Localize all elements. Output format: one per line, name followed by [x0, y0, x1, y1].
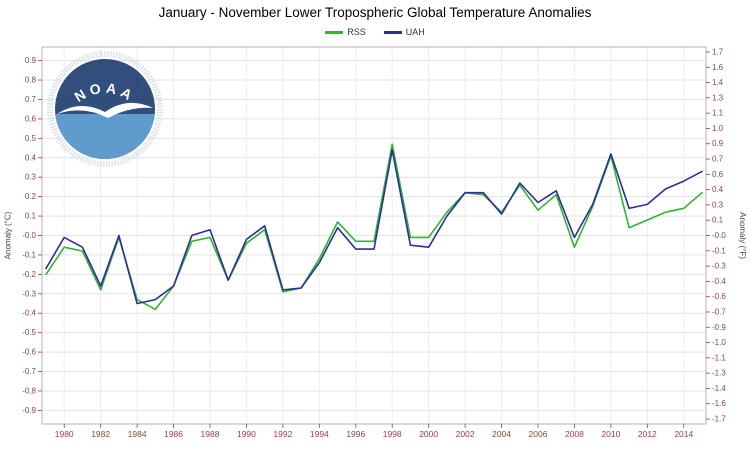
y-tick-label-right: 1.1 — [712, 109, 724, 118]
x-tick-label: 1984 — [128, 429, 147, 439]
uah-line-swatch — [383, 30, 402, 34]
y-tick-label-left: -0.9 — [22, 406, 36, 415]
y-tick-label-right: -0.6 — [712, 292, 726, 301]
y-tick-label-right: -0.4 — [712, 277, 726, 286]
y-tick-label-left: -0.6 — [22, 348, 36, 357]
y-tick-label-right: -0.9 — [712, 323, 726, 332]
y-tick-label-right: -1.4 — [712, 384, 726, 393]
x-tick-label: 1986 — [164, 429, 183, 439]
y-tick-label-left: -0.1 — [22, 250, 36, 259]
y-tick-label-right: 1.4 — [712, 78, 724, 87]
chart-legend: RSS UAH — [0, 27, 750, 37]
x-tick-label: 1988 — [201, 429, 220, 439]
y-tick-label-right: -1.1 — [712, 353, 726, 362]
series-line-rss — [45, 143, 703, 311]
y-tick-label-right: 0.4 — [712, 185, 724, 194]
noaa-logo: NOAA — [47, 51, 163, 167]
y-tick-label-right: 1.3 — [712, 93, 724, 102]
y-tick-label-right: 0.1 — [712, 216, 724, 225]
y-tick-label-left: 0.3 — [25, 173, 37, 182]
axis-layer: 0.9 0.8 0.7 0.6 0.5 0.4 0.3 0.2 0.1 -0.0 -0.1 -0.2 -… — [22, 47, 726, 439]
y-tick-label-right: 0.9 — [712, 139, 724, 148]
rss-line-swatch — [325, 30, 344, 34]
y-tick-label-left: 0.6 — [25, 114, 37, 123]
y-tick-label-left: 0.2 — [25, 192, 37, 201]
y-tick-label-right: -0.3 — [712, 262, 726, 271]
y-tick-label-left: 0.4 — [25, 153, 37, 162]
y-tick-label-left: -0.0 — [22, 231, 36, 240]
x-tick-label: 2000 — [419, 429, 438, 439]
x-tick-label: 2008 — [565, 429, 584, 439]
noaa-logo-sea — [55, 114, 155, 159]
y-tick-label-right: -1.6 — [712, 399, 726, 408]
x-tick-label: 1980 — [55, 429, 74, 439]
chart-title: January - November Lower Tropospheric Gl… — [158, 5, 592, 20]
y-tick-label-right: -0.0 — [712, 231, 726, 240]
y-tick-label-left: 0.8 — [25, 76, 37, 85]
x-tick-label: 2014 — [674, 429, 693, 439]
series-layer — [45, 143, 703, 311]
legend-item-rss: RSS — [325, 27, 366, 37]
x-tick-label: 2006 — [529, 429, 548, 439]
y-tick-label-right: 1.0 — [712, 124, 724, 133]
y-tick-label-left: -0.7 — [22, 367, 36, 376]
legend-label-rss: RSS — [347, 27, 366, 37]
x-tick-label: 1996 — [346, 429, 365, 439]
y-tick-label-left: 0.9 — [25, 56, 37, 65]
y-tick-label-right: 1.7 — [712, 47, 724, 56]
y-tick-label-left: 0.5 — [25, 134, 37, 143]
y-tick-label-left: -0.2 — [22, 270, 36, 279]
y-tick-label-left: 0.1 — [25, 212, 37, 221]
noaa-logo-gull-icon — [57, 102, 153, 118]
x-tick-label: 1992 — [273, 429, 292, 439]
x-tick-label: 2002 — [456, 429, 475, 439]
legend-item-uah: UAH — [383, 27, 425, 37]
y-tick-label-right: -0.7 — [712, 307, 726, 316]
x-tick-label: 1982 — [91, 429, 110, 439]
y-tick-label-left: -0.4 — [22, 309, 36, 318]
legend-label-uah: UAH — [405, 27, 425, 37]
x-tick-label: 1998 — [383, 429, 402, 439]
y-tick-label-left: -0.8 — [22, 386, 36, 395]
noaa-logo-text-ring — [47, 51, 163, 167]
y-tick-label-right: 0.6 — [712, 170, 724, 179]
y-tick-label-left: -0.5 — [22, 328, 36, 337]
x-tick-label: 2004 — [492, 429, 511, 439]
x-tick-label: 2012 — [638, 429, 657, 439]
y-tick-label-right: -1.7 — [712, 415, 726, 424]
y-tick-label-right: -1.3 — [712, 369, 726, 378]
y-tick-label-right: -0.1 — [712, 246, 726, 255]
y-tick-label-right: 0.7 — [712, 155, 724, 164]
x-tick-label: 1990 — [237, 429, 256, 439]
series-line-uah — [45, 149, 703, 305]
x-tick-label: 1994 — [310, 429, 329, 439]
y-tick-label-right: -1.0 — [712, 338, 726, 347]
y-tick-label-left: 0.7 — [25, 95, 37, 104]
y-tick-label-left: -0.3 — [22, 289, 36, 298]
y-tick-label-right: 1.6 — [712, 63, 724, 72]
y-tick-label-right: 0.3 — [712, 200, 724, 209]
x-tick-label: 2010 — [601, 429, 620, 439]
